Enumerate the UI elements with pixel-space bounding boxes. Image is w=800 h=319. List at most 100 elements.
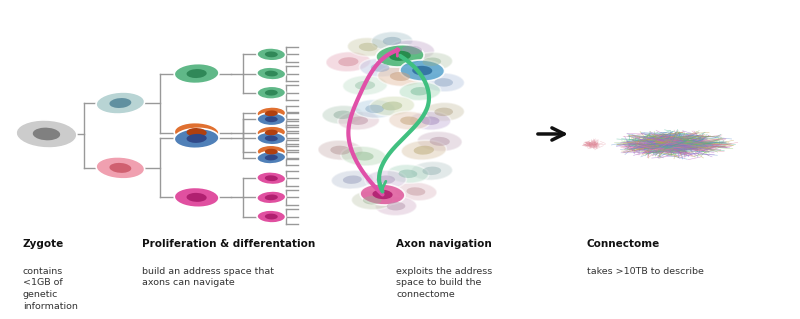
Ellipse shape: [354, 100, 395, 118]
Ellipse shape: [422, 57, 441, 66]
Ellipse shape: [422, 167, 441, 175]
Ellipse shape: [265, 70, 278, 77]
Ellipse shape: [382, 37, 402, 45]
Text: Connectome: Connectome: [586, 239, 660, 249]
Text: contains
<1GB of
genetic
information: contains <1GB of genetic information: [22, 267, 78, 311]
Ellipse shape: [398, 170, 418, 178]
Ellipse shape: [257, 48, 286, 61]
Ellipse shape: [33, 128, 60, 140]
Ellipse shape: [96, 92, 145, 114]
Ellipse shape: [265, 116, 278, 122]
Ellipse shape: [411, 52, 453, 71]
Ellipse shape: [186, 193, 206, 202]
Ellipse shape: [265, 110, 278, 116]
Ellipse shape: [390, 40, 434, 60]
Ellipse shape: [412, 66, 432, 75]
Ellipse shape: [387, 164, 429, 183]
Ellipse shape: [373, 190, 393, 199]
Ellipse shape: [363, 196, 382, 204]
Ellipse shape: [376, 45, 424, 67]
Ellipse shape: [400, 116, 419, 125]
Ellipse shape: [16, 120, 77, 148]
Ellipse shape: [378, 67, 422, 86]
Ellipse shape: [342, 75, 387, 95]
Ellipse shape: [326, 52, 370, 72]
Ellipse shape: [257, 145, 286, 158]
Ellipse shape: [174, 122, 219, 143]
Ellipse shape: [399, 82, 441, 100]
Text: Axon navigation: Axon navigation: [396, 239, 492, 249]
Ellipse shape: [371, 63, 390, 72]
Ellipse shape: [265, 149, 278, 155]
Text: takes >10TB to describe: takes >10TB to describe: [586, 267, 703, 276]
Ellipse shape: [338, 111, 379, 130]
Ellipse shape: [265, 175, 278, 181]
Ellipse shape: [265, 51, 278, 57]
Ellipse shape: [257, 107, 286, 120]
Ellipse shape: [257, 191, 286, 204]
Ellipse shape: [402, 140, 446, 160]
Ellipse shape: [347, 38, 389, 56]
Text: build an address space that
axons can navigate: build an address space that axons can na…: [142, 267, 274, 287]
Ellipse shape: [406, 187, 426, 196]
Ellipse shape: [376, 175, 395, 184]
Ellipse shape: [257, 67, 286, 80]
Ellipse shape: [174, 129, 219, 148]
Ellipse shape: [402, 46, 422, 55]
Ellipse shape: [265, 130, 278, 135]
Ellipse shape: [257, 86, 286, 99]
Ellipse shape: [331, 170, 374, 189]
Ellipse shape: [257, 151, 286, 164]
Ellipse shape: [257, 172, 286, 185]
Text: exploits the address
space to build the
connectome: exploits the address space to build the …: [396, 267, 492, 299]
Ellipse shape: [186, 69, 206, 78]
Ellipse shape: [359, 58, 401, 77]
Ellipse shape: [174, 187, 219, 207]
Ellipse shape: [382, 101, 402, 110]
Ellipse shape: [350, 116, 368, 125]
Ellipse shape: [110, 98, 131, 108]
Ellipse shape: [371, 32, 413, 50]
Ellipse shape: [338, 57, 358, 66]
Ellipse shape: [265, 195, 278, 200]
Ellipse shape: [414, 146, 434, 155]
Ellipse shape: [186, 134, 206, 143]
Ellipse shape: [434, 78, 453, 87]
Ellipse shape: [389, 51, 411, 61]
Ellipse shape: [430, 137, 450, 146]
Ellipse shape: [265, 136, 278, 141]
Ellipse shape: [318, 140, 363, 160]
Ellipse shape: [375, 197, 417, 216]
Ellipse shape: [257, 126, 286, 139]
Ellipse shape: [370, 96, 414, 116]
Ellipse shape: [423, 73, 464, 92]
Ellipse shape: [366, 105, 384, 113]
Ellipse shape: [257, 210, 286, 223]
Ellipse shape: [354, 152, 374, 160]
Ellipse shape: [341, 146, 386, 166]
Ellipse shape: [257, 113, 286, 126]
Ellipse shape: [400, 60, 445, 81]
Ellipse shape: [110, 163, 131, 173]
Ellipse shape: [365, 170, 406, 189]
Ellipse shape: [186, 128, 206, 137]
Ellipse shape: [418, 131, 462, 151]
Ellipse shape: [265, 155, 278, 160]
Ellipse shape: [330, 146, 350, 155]
Ellipse shape: [96, 157, 145, 179]
Ellipse shape: [355, 81, 375, 90]
Ellipse shape: [265, 90, 278, 96]
Ellipse shape: [360, 184, 405, 205]
Ellipse shape: [410, 87, 430, 95]
Ellipse shape: [395, 182, 437, 201]
Ellipse shape: [389, 111, 430, 130]
Ellipse shape: [434, 108, 453, 116]
Ellipse shape: [386, 202, 406, 211]
Ellipse shape: [390, 72, 410, 81]
Ellipse shape: [257, 132, 286, 145]
Ellipse shape: [265, 214, 278, 219]
Ellipse shape: [351, 191, 393, 210]
Text: Proliferation & differentation: Proliferation & differentation: [142, 239, 315, 249]
Ellipse shape: [421, 116, 439, 125]
Ellipse shape: [410, 111, 451, 130]
